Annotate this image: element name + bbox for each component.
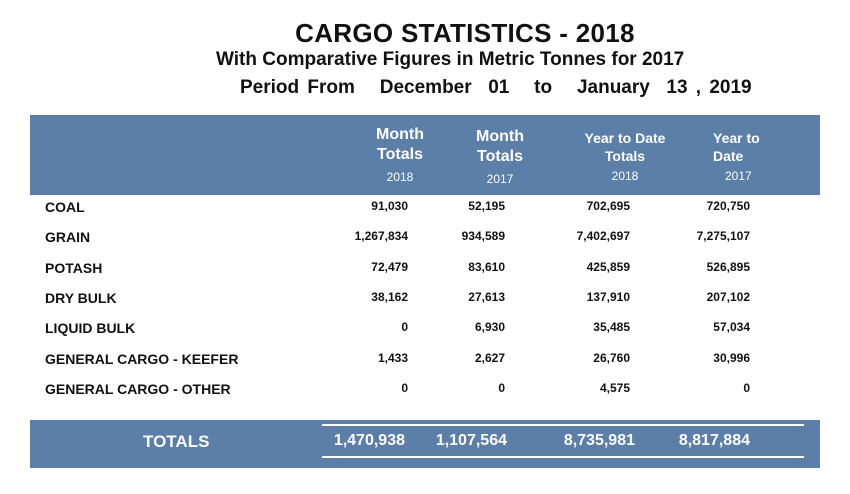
row-value: 137,910 (586, 290, 630, 304)
row-value: 0 (498, 381, 505, 395)
header-year: 2018 (386, 170, 414, 184)
row-value: 720,750 (706, 199, 750, 213)
row-name: COAL (45, 199, 85, 215)
period-end: January 13 , 2019 (576, 77, 752, 98)
header-label: Month (476, 128, 524, 145)
row-value: 83,610 (468, 260, 505, 274)
totals-rule-top (322, 424, 804, 426)
row-value: 52,195 (468, 199, 505, 213)
header-label: Month (376, 126, 424, 143)
page-subtitle: With Comparative Figures in Metric Tonne… (216, 49, 685, 70)
totals-label: TOTALS (143, 432, 210, 451)
header-label: Year to (713, 130, 760, 146)
period-line: Period From December 01 to January 13 , … (240, 77, 752, 99)
table-row: DRY BULK 38,162 27,613 137,910 207,102 (0, 290, 850, 320)
table-row: GENERAL CARGO - KEEFER 1,433 2,627 26,76… (0, 351, 850, 381)
row-value: 0 (401, 320, 408, 334)
row-value: 0 (401, 381, 408, 395)
row-name: DRY BULK (45, 290, 117, 306)
header-month-totals-2018: Month Totals 2018 (360, 125, 440, 187)
period-prefix: Period From (240, 77, 355, 98)
header-month-totals-2017: Month Totals 2017 (460, 127, 540, 189)
row-name: POTASH (45, 260, 103, 276)
row-name: GRAIN (45, 229, 91, 245)
period-to: to (534, 77, 553, 98)
row-value: 526,895 (706, 260, 750, 274)
header-ytd-totals-2018: Year to Date Totals 2018 (555, 129, 695, 185)
row-value: 30,996 (713, 351, 750, 365)
table-row: LIQUID BULK 0 6,930 35,485 57,034 (0, 320, 850, 350)
row-value: 425,859 (586, 260, 630, 274)
table-header: Month Totals 2018 Month Totals 2017 Year… (30, 115, 820, 195)
table-row: GRAIN 1,267,834 934,589 7,402,697 7,275,… (0, 229, 850, 259)
row-value: 38,162 (371, 290, 408, 304)
totals-value: 1,470,938 (333, 432, 405, 449)
row-value: 6,930 (474, 320, 505, 334)
header-label: Date (713, 148, 744, 164)
row-value: 1,267,834 (354, 229, 408, 243)
period-start: December 01 (379, 77, 510, 98)
header-year: 2018 (611, 169, 639, 183)
row-value: 35,485 (593, 320, 630, 334)
header-label: Year to Date (584, 130, 666, 146)
header-year: 2017 (486, 172, 514, 186)
row-value: 0 (743, 381, 750, 395)
row-name: GENERAL CARGO - KEEFER (45, 351, 239, 367)
row-value: 7,402,697 (576, 229, 630, 243)
row-value: 207,102 (706, 290, 750, 304)
totals-value: 8,817,884 (678, 432, 750, 449)
row-value: 1,433 (377, 351, 408, 365)
totals-row: TOTALS 1,470,938 1,107,564 8,735,981 8,8… (30, 420, 820, 468)
totals-value: 1,107,564 (435, 432, 507, 449)
row-value: 934,589 (461, 229, 505, 243)
page-title: CARGO STATISTICS - 2018 (295, 18, 635, 48)
row-value: 4,575 (599, 381, 630, 395)
header-label: Totals (604, 148, 646, 164)
table-row: GENERAL CARGO - OTHER 0 0 4,575 0 (0, 381, 850, 411)
row-value: 27,613 (468, 290, 505, 304)
header-ytd-2017: Year to Date 2017 (713, 129, 803, 185)
row-value: 2,627 (474, 351, 505, 365)
row-value: 702,695 (586, 199, 630, 213)
table-row: COAL 91,030 52,195 702,695 720,750 (0, 199, 850, 229)
row-name: LIQUID BULK (45, 320, 136, 336)
row-value: 57,034 (713, 320, 750, 334)
row-value: 72,479 (371, 260, 408, 274)
table-row: POTASH 72,479 83,610 425,859 526,895 (0, 260, 850, 290)
totals-value: 8,735,981 (563, 432, 635, 449)
row-name: GENERAL CARGO - OTHER (45, 381, 231, 397)
row-value: 91,030 (371, 199, 408, 213)
totals-rule-bottom (322, 456, 804, 458)
header-year: 2017 (725, 169, 752, 183)
header-label: Totals (477, 148, 523, 165)
header-label: Totals (377, 146, 423, 163)
row-value: 26,760 (593, 351, 630, 365)
row-value: 7,275,107 (696, 229, 750, 243)
